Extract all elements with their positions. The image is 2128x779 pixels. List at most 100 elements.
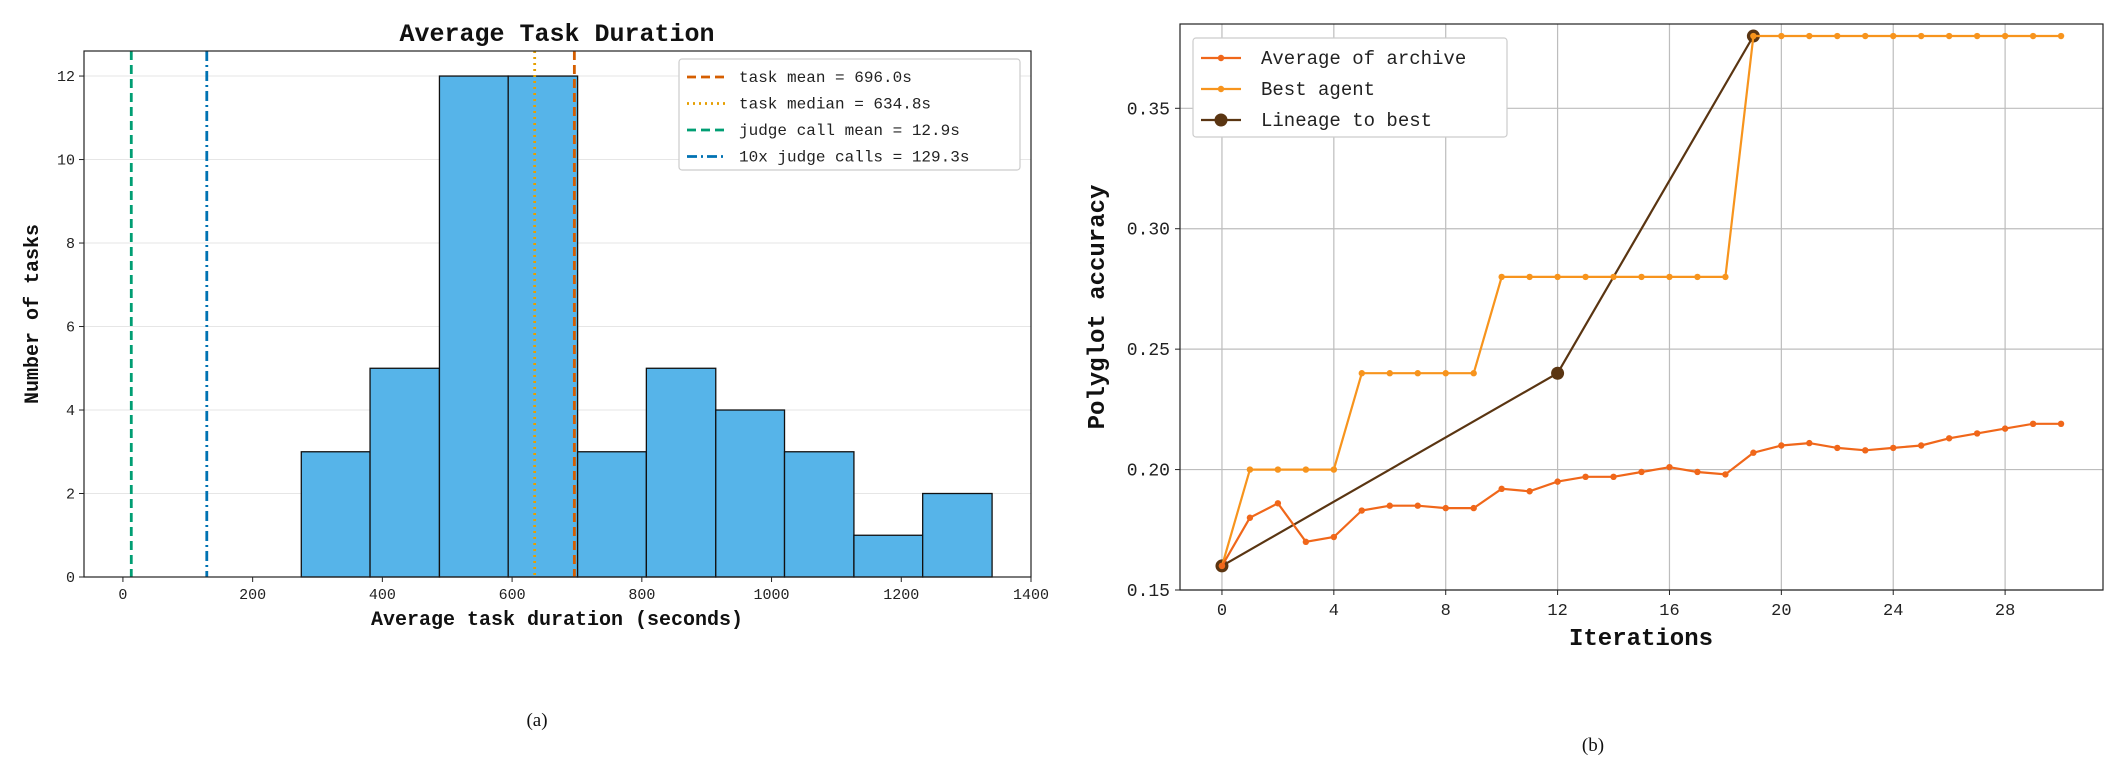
b-point [1638,273,1645,281]
b-point [1358,370,1366,377]
b-point [1582,473,1589,480]
a-x-axis-label: Average task duration (seconds) [371,609,743,632]
a-y-tick-label: 4 [66,403,75,420]
b-legend-label: Best agent [1261,79,1375,101]
b-x-tick-label: 8 [1441,602,1451,621]
b-point [1414,370,1421,377]
b-x-tick-label: 12 [1547,602,1567,621]
b-y-axis-label: Polyglot accuracy [1085,185,1112,430]
histogram-chart: 0 200 400 600 800 1000 1200 1400 0 2 4 6 8 10 12 Aver… [22,20,1049,731]
a-x-tick-label: 600 [499,587,526,604]
b-point [1806,439,1813,447]
b-point [1386,502,1393,509]
b-x-tick-label: 28 [1995,602,2015,621]
line-chart: 0 4 8 12 16 20 24 28 0.15 0.20 0.25 0.30 0.35 Itera… [1085,23,2104,756]
b-x-tick-label: 4 [1329,602,1339,621]
a-x-ticks: 0 200 400 600 800 1000 1200 1400 [118,577,1049,604]
b-x-ticks: 0 4 8 12 16 20 24 28 [1217,590,2015,621]
b-point [1551,366,1565,380]
a-legend-label: 10x judge calls = 129.3s [739,149,969,167]
b-point [2029,32,2037,40]
a-plot-frame [83,50,1032,578]
a-y-axis-label: Number of tasks [22,224,45,404]
a-x-tick-label: 800 [628,587,655,604]
a-bar [507,75,579,578]
b-point [1246,466,1254,473]
a-x-tick-label: 200 [239,587,266,604]
a-bar [922,492,993,578]
b-caption: (b) [1582,735,1604,756]
a-y-tick-label: 0 [66,570,75,587]
b-point [1330,466,1338,473]
b-point [2057,420,2065,428]
b-point [1694,468,1701,476]
b-legend-marker [1217,85,1225,93]
a-bar [300,451,371,578]
b-point [1917,32,1925,40]
a-y-tick-label: 12 [57,69,75,86]
a-bar [783,451,855,578]
b-x-tick-label: 16 [1659,602,1679,621]
a-y-tick-label: 8 [66,236,75,253]
b-point [1246,514,1254,521]
b-point [1722,273,1729,281]
b-point [1582,273,1589,281]
b-point [1302,538,1310,546]
a-legend: task mean = 696.0s task median = 634.8s ju… [678,58,1021,171]
b-point [1610,273,1617,281]
b-legend-label: Average of archive [1261,48,1466,70]
b-point [1917,442,1925,449]
b-point [2001,32,2009,40]
b-point [1666,273,1673,281]
a-bar [438,75,509,578]
b-x-axis-label: Iterations [1569,626,1713,653]
a-legend-label: judge call mean = 12.9s [739,122,960,140]
a-x-tick-label: 1400 [1013,587,1049,604]
a-bar [369,367,441,578]
b-point [1218,562,1226,570]
b-point [1610,473,1617,480]
a-x-tick-label: 1000 [754,587,790,604]
a-y-ticks: 0 2 4 6 8 10 12 [57,69,84,587]
a-bar [576,451,648,578]
b-x-tick-label: 24 [1883,602,1903,621]
b-point [1498,485,1505,493]
b-y-tick-label: 0.30 [1127,221,1170,241]
b-point [2029,420,2037,428]
b-point [1554,273,1561,281]
b-point [2057,32,2065,40]
a-bar [715,409,786,578]
b-point [1414,502,1421,509]
b-point [1973,430,1981,437]
b-point [1330,533,1338,541]
b-point [1834,32,1841,40]
a-x-tick-label: 1200 [883,587,919,604]
b-y-ticks: 0.15 0.20 0.25 0.30 0.35 [1127,100,1180,602]
b-legend-box [1192,37,1508,138]
b-y-tick-label: 0.20 [1127,462,1170,482]
b-point [1442,504,1449,512]
b-x-tick-label: 20 [1771,602,1791,621]
b-point [1778,442,1785,449]
a-x-tick-label: 400 [369,587,396,604]
b-point [1778,32,1785,40]
b-point [1945,435,1953,442]
b-point [1498,273,1505,281]
b-y-tick-label: 0.25 [1127,341,1170,361]
b-x-tick-label: 0 [1217,602,1227,621]
b-point [1862,32,1869,40]
b-point [1890,444,1897,452]
b-point [1470,504,1477,512]
b-point [2001,425,2009,432]
b-legend: Average of archive Best agent Lineage to b… [1192,37,1508,138]
a-caption: (a) [526,710,547,731]
b-legend-label: Lineage to best [1261,110,1432,132]
b-point [1554,478,1561,485]
b-point [1694,273,1701,281]
a-legend-label: task mean = 696.0s [739,69,912,87]
a-y-tick-label: 10 [57,153,75,170]
b-point [1973,32,1981,40]
b-legend-marker [1214,113,1228,127]
b-point [1722,471,1729,478]
a-legend-box [678,58,1021,171]
